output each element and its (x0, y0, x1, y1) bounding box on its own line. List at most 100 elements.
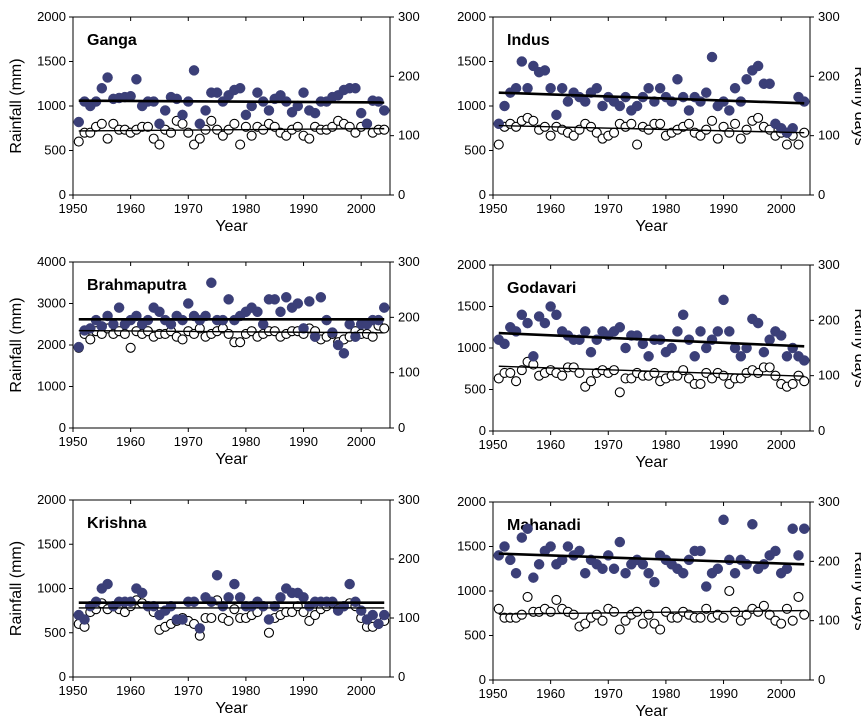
rainy-days-point (585, 121, 597, 132)
rainy-days-point (229, 604, 240, 615)
rainy-days-point (235, 139, 246, 150)
y-tick-label: 1500 (37, 54, 66, 69)
rainy-days-point (177, 334, 188, 345)
rainfall-point (344, 578, 355, 590)
rainfall-point (188, 65, 200, 76)
rainfall-point (234, 592, 246, 603)
rainfall-point (585, 346, 597, 358)
rainy-days-point (206, 612, 217, 624)
rainfall-point (701, 581, 712, 592)
rainfall-point (724, 105, 735, 116)
rainfall-point (223, 294, 234, 305)
rainfall-point (533, 311, 545, 322)
rainfall-point (741, 74, 752, 85)
y2-tick-label: 200 (818, 68, 840, 83)
rainfall-point (234, 82, 246, 94)
rainy-days-point (505, 367, 516, 378)
rainfall-point (73, 341, 85, 353)
rainy-days-point (125, 342, 136, 353)
rainfall-point (643, 82, 654, 94)
x-tick-label: 1990 (709, 201, 738, 216)
rainfall-point (533, 559, 545, 570)
rainy-days-point (753, 112, 764, 123)
rainy-days-point (637, 618, 648, 629)
rainfall-point (695, 96, 706, 107)
rainy-days-point (632, 139, 643, 150)
y-tick-label: 1000 (37, 379, 66, 394)
x-tick-label: 1950 (479, 686, 508, 701)
rainy-days-point (142, 121, 153, 132)
rainfall-point (637, 559, 649, 570)
rainfall-point (539, 65, 551, 76)
rainfall-point (344, 319, 355, 330)
rainy-days-point (649, 618, 660, 629)
rainfall-point (269, 294, 280, 305)
panel-ganga: 1950 1960 1970 1980 1990 20000500100015002000… (8, 9, 420, 235)
y-tick-label: 1500 (37, 536, 66, 551)
y-tick-label: 0 (479, 187, 486, 202)
y-axis-title: Rainfall (mm) (8, 297, 25, 392)
panel-title: Krishna (87, 515, 147, 532)
rainy-days-point (672, 612, 683, 623)
rainfall-point (338, 348, 350, 359)
x-tick-label: 1990 (709, 686, 738, 701)
rainy-days-point (379, 124, 390, 135)
y2-tick-label: 100 (398, 610, 420, 625)
y-axis-title: Rainfall (mm) (8, 541, 25, 636)
rainfall-point (562, 541, 574, 552)
y-tick-label: 1500 (457, 539, 486, 554)
rainfall-point (654, 82, 666, 94)
rainfall-point (579, 96, 591, 107)
rainfall-point (240, 109, 252, 121)
y-tick-label: 2000 (37, 492, 66, 507)
rainfall-point (579, 567, 591, 579)
rainy-days-point (493, 139, 504, 150)
rainfall-point (649, 576, 660, 588)
rainy-days-point (787, 615, 798, 626)
panel-title: Godavari (507, 280, 576, 297)
rainfall-point (677, 91, 689, 103)
y2-tick-label: 100 (818, 368, 840, 383)
rainy-days-point (85, 334, 96, 345)
rainy-days-point (712, 133, 723, 144)
rainfall-point (597, 100, 608, 112)
y-tick-label: 1000 (457, 340, 486, 355)
rainy-days-point (367, 331, 378, 342)
y2-tick-label: 100 (818, 613, 840, 628)
y2-tick-label: 300 (818, 257, 840, 272)
rainfall-point (73, 116, 85, 128)
x-axis-title: Year (635, 454, 668, 471)
rainfall-point (159, 105, 171, 116)
rainfall-point (781, 351, 793, 362)
x-tick-label: 1950 (59, 434, 88, 449)
y-tick-label: 1000 (37, 581, 66, 596)
rainfall-point (378, 609, 390, 621)
x-tick-label: 1970 (174, 434, 203, 449)
rainfall-trend-line (498, 331, 805, 348)
rainfall-point (643, 567, 654, 579)
rainfall-point (499, 338, 510, 350)
rainfall-point (677, 567, 689, 579)
rainfall-point (355, 107, 367, 119)
y-axis-title: Rainfall (mm) (8, 58, 25, 153)
rainy-days-point (787, 378, 798, 390)
y2-axis-title: Rainy days (851, 308, 861, 387)
rainfall-point (108, 319, 119, 330)
rainfall-point (309, 107, 321, 119)
y2-tick-label: 300 (818, 494, 840, 509)
rainy-days-point (217, 130, 228, 141)
rainfall-point (309, 331, 321, 342)
panel-title: Ganga (87, 32, 137, 49)
y-tick-label: 1500 (457, 54, 486, 69)
y2-tick-label: 300 (818, 9, 840, 24)
rainfall-point (350, 331, 361, 342)
rainy-days-trend-line (78, 127, 385, 132)
panel-indus: 1950 1960 1970 1980 1990 20000500100015002000… (457, 9, 861, 235)
rainfall-point (493, 550, 505, 561)
rainfall-point (350, 82, 361, 94)
x-tick-label: 1980 (651, 686, 680, 701)
rainfall-point (729, 567, 741, 579)
rainfall-point (102, 72, 113, 83)
rainfall-point (522, 523, 533, 534)
rainy-days-point (597, 615, 608, 626)
